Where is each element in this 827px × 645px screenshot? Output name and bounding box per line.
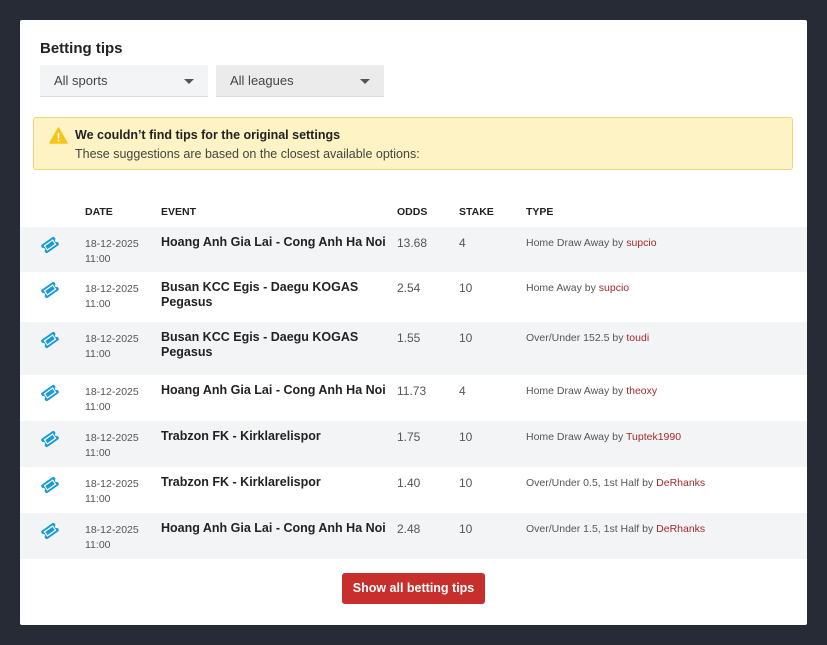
table-row[interactable]: 18-12-2025 11:00 Busan KCC Egis - Daegu K… [20,322,807,375]
tip-event[interactable]: Hoang Anh Gia Lai - Cong Anh Ha Noi [161,235,386,249]
tip-odds: 2.54 [397,281,421,295]
tip-type: Home Draw Away by supcio [526,237,657,249]
col-date: DATE [85,206,113,218]
ticket-icon [40,522,60,545]
tip-date: 18-12-2025 11:00 [85,238,139,265]
page-title: Betting tips [40,40,123,57]
tipster-link[interactable]: supcio [598,282,630,294]
ticket-icon [40,331,60,354]
league-select-value: All leagues [230,73,294,88]
tip-event[interactable]: Hoang Anh Gia Lai - Cong Anh Ha Noi [161,383,386,397]
tip-type: Over/Under 1.5, 1st Half by DeRhanks [526,523,706,535]
tip-stake: 10 [459,281,473,295]
tipster-link[interactable]: theoxy [626,385,658,397]
chevron-down-icon [360,79,370,84]
tipster-link[interactable]: DeRhanks [656,523,706,535]
tip-stake: 4 [459,384,466,398]
col-odds: ODDS [397,206,428,218]
tip-date: 18-12-2025 11:00 [85,333,139,360]
tip-stake: 10 [459,476,473,490]
tip-stake: 10 [459,331,473,345]
col-type: TYPE [526,206,554,218]
table-row[interactable]: 18-12-2025 11:00 Hoang Anh Gia Lai - Cong… [20,227,807,272]
tip-date: 18-12-2025 11:00 [85,283,139,310]
warning-icon [49,127,68,144]
table-row[interactable]: 18-12-2025 11:00 Hoang Anh Gia Lai - Cong… [20,513,807,559]
tip-date: 18-12-2025 11:00 [85,524,139,551]
tipster-link[interactable]: toudi [626,332,650,344]
betting-tips-panel: Betting tips All sports All leagues We c… [20,20,807,625]
tip-odds: 13.68 [397,236,428,250]
tipster-link[interactable]: supcio [626,237,657,249]
tipster-link[interactable]: DeRhanks [656,477,706,489]
tip-event[interactable]: Trabzon FK - Kirklarelispor [161,475,321,489]
ticket-icon [40,430,60,453]
tip-odds: 1.40 [397,476,421,490]
tip-date: 18-12-2025 11:00 [85,478,139,505]
sport-select-value: All sports [54,73,108,88]
ticket-icon [40,281,60,304]
tip-date: 18-12-2025 11:00 [85,386,139,413]
tip-odds: 1.55 [397,331,421,345]
table-row[interactable]: 18-12-2025 11:00 Hoang Anh Gia Lai - Cong… [20,375,807,421]
col-stake: STAKE [459,206,494,218]
tip-event[interactable]: Busan KCC Egis - Daegu KOGAS Pegasus [161,280,359,309]
tip-event[interactable]: Trabzon FK - Kirklarelispor [161,429,321,443]
chevron-down-icon [184,79,194,84]
tip-odds: 1.75 [397,430,421,444]
tip-stake: 10 [459,430,473,444]
tip-type: Home Away by supcio [526,282,630,294]
tip-type: Home Draw Away by Tuptek1990 [526,431,682,443]
ticket-icon [40,236,60,259]
table-row[interactable]: 18-12-2025 11:00 Busan KCC Egis - Daegu K… [20,272,807,322]
league-select[interactable]: All leagues [216,65,384,97]
tip-type: Home Draw Away by theoxy [526,385,658,397]
tipster-link[interactable]: Tuptek1990 [626,431,682,443]
table-row[interactable]: 18-12-2025 11:00 Trabzon FK - Kirklarelis… [20,421,807,467]
tip-type: Over/Under 0.5, 1st Half by DeRhanks [526,477,706,489]
table-row[interactable]: 18-12-2025 11:00 Trabzon FK - Kirklarelis… [20,467,807,513]
tip-stake: 10 [459,522,473,536]
warning-alert: We couldn’t find tips for the original s… [33,117,793,170]
ticket-icon [40,476,60,499]
tip-date: 18-12-2025 11:00 [85,432,139,459]
ticket-icon [40,384,60,407]
alert-text: These suggestions are based on the close… [75,147,420,161]
col-event: EVENT [161,206,197,218]
tip-type: Over/Under 152.5 by toudi [526,332,650,344]
show-all-tips-button[interactable]: Show all betting tips [342,573,485,604]
sport-select[interactable]: All sports [40,65,208,97]
tip-stake: 4 [459,236,466,250]
tip-event[interactable]: Busan KCC Egis - Daegu KOGAS Pegasus [161,330,359,359]
alert-title: We couldn’t find tips for the original s… [75,128,341,142]
tip-event[interactable]: Hoang Anh Gia Lai - Cong Anh Ha Noi [161,521,386,535]
tip-odds: 11.73 [397,384,427,398]
tip-odds: 2.48 [397,522,421,536]
